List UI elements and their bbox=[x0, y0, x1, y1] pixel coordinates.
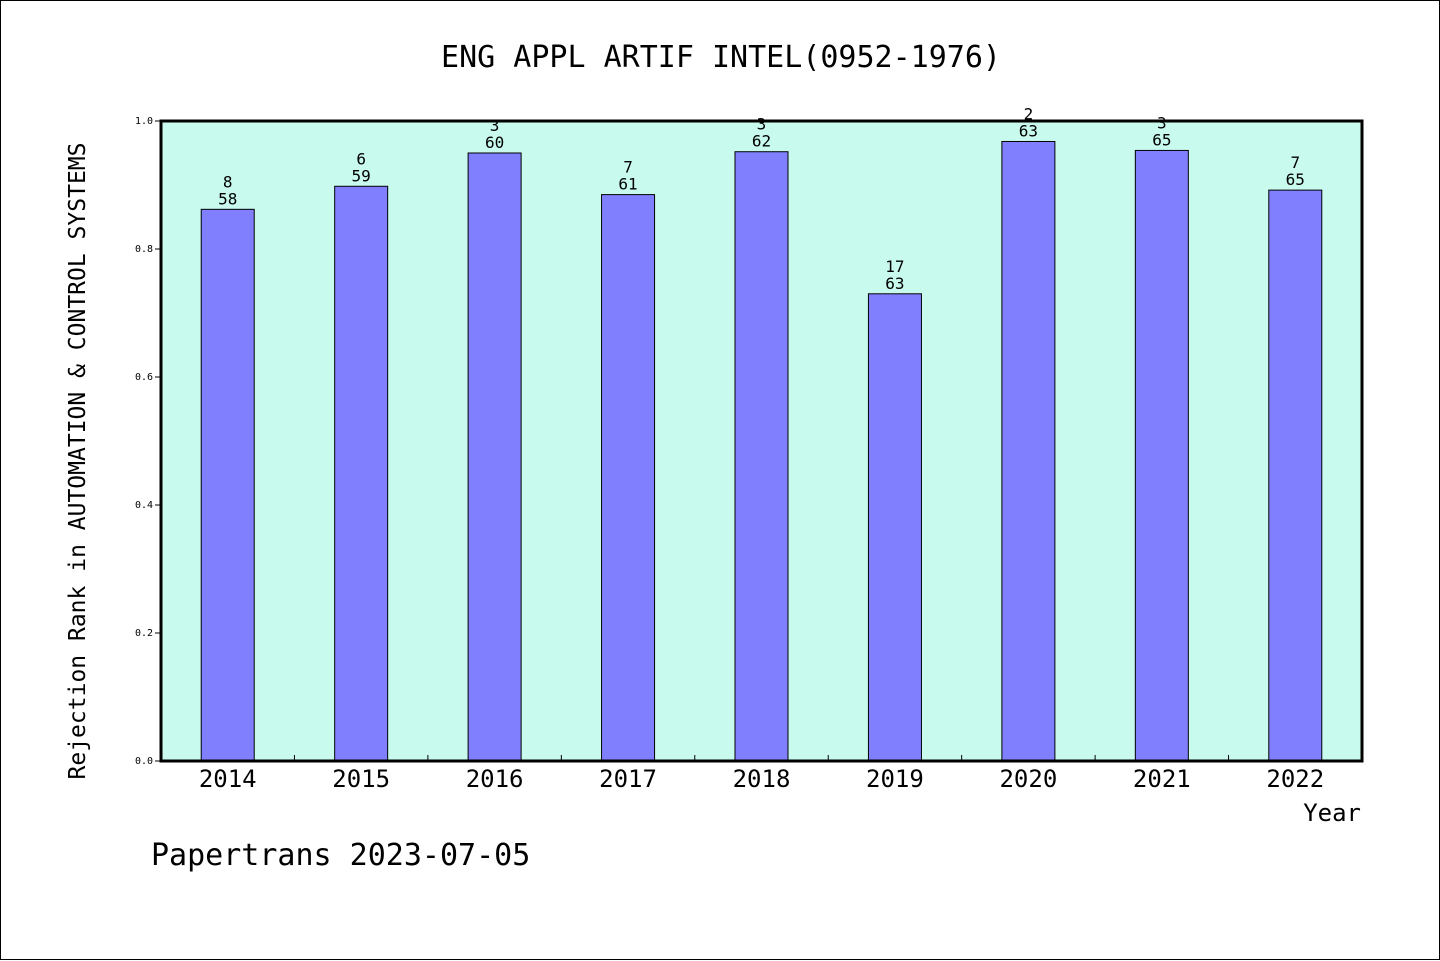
x-tick-label: 2021 bbox=[1133, 765, 1191, 793]
x-tick-label: 2020 bbox=[999, 765, 1057, 793]
bar-total-label: 58 bbox=[218, 189, 237, 208]
bar-total-label: 61 bbox=[618, 175, 637, 194]
bar-rank-label: 8 bbox=[223, 172, 233, 191]
y-tick-label: 0.4 bbox=[135, 500, 153, 511]
footer-text: Papertrans 2023-07-05 bbox=[151, 838, 530, 873]
bar-2022 bbox=[1268, 189, 1323, 762]
bar-2020 bbox=[1001, 140, 1056, 762]
x-axis-label: Year bbox=[1303, 799, 1361, 827]
y-tick-label: 1.0 bbox=[135, 116, 153, 127]
bar-2021 bbox=[1134, 149, 1189, 762]
bar-rank-label: 3 bbox=[490, 116, 500, 135]
bar-total-label: 63 bbox=[1019, 121, 1038, 140]
bar-2017 bbox=[601, 194, 656, 762]
x-tick-label: 2017 bbox=[599, 765, 657, 793]
bar-total-label: 65 bbox=[1152, 130, 1171, 149]
bar-2015 bbox=[334, 185, 389, 762]
y-axis-label: Rejection Rank in AUTOMATION & CONTROL S… bbox=[65, 143, 91, 780]
chart-title: ENG APPL ARTIF INTEL(0952-1976) bbox=[441, 40, 1001, 75]
x-tick-label: 2014 bbox=[199, 765, 257, 793]
bar-rank-label: 7 bbox=[623, 158, 633, 177]
bar-rank-label: 3 bbox=[1157, 113, 1167, 132]
bar-total-label: 60 bbox=[485, 133, 504, 152]
x-tick-label: 2015 bbox=[332, 765, 390, 793]
bar-rank-label: 2 bbox=[1024, 104, 1034, 123]
y-tick-label: 0.2 bbox=[135, 628, 153, 639]
bar-rank-label: 3 bbox=[757, 115, 767, 134]
bar-rank-label: 6 bbox=[356, 149, 366, 168]
bar-2014 bbox=[200, 208, 255, 762]
bar-2016 bbox=[467, 152, 522, 762]
bar-2019 bbox=[867, 293, 922, 762]
bar-total-label: 59 bbox=[352, 166, 371, 185]
x-tick-label: 2019 bbox=[866, 765, 924, 793]
y-tick-label: 0.6 bbox=[135, 372, 153, 383]
plot-frame bbox=[159, 119, 1364, 763]
bar-total-label: 65 bbox=[1286, 170, 1305, 189]
x-tick-label: 2022 bbox=[1266, 765, 1324, 793]
bar-total-label: 63 bbox=[885, 274, 904, 293]
bar-rank-label: 7 bbox=[1290, 153, 1300, 172]
y-tick-label: 0.8 bbox=[135, 244, 153, 255]
bar-total-label: 62 bbox=[752, 132, 771, 151]
x-tick-label: 2018 bbox=[733, 765, 791, 793]
bar-rank-label: 17 bbox=[885, 257, 904, 276]
x-tick-label: 2016 bbox=[466, 765, 524, 793]
y-tick-label: 0.0 bbox=[135, 756, 153, 767]
bar-2018 bbox=[734, 151, 789, 762]
